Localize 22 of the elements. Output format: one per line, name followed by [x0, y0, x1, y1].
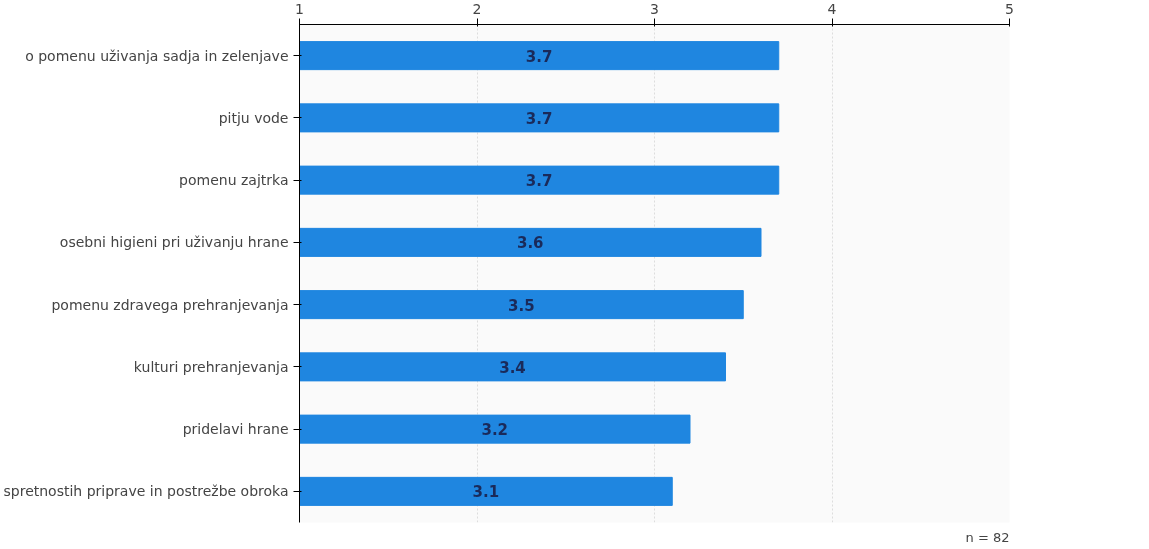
x-tick-label: 3	[650, 0, 659, 17]
data-label: 3.7	[525, 172, 553, 191]
data-label: 3.4	[499, 358, 526, 377]
data-label: 3.7	[525, 47, 553, 66]
y-tick-label: osebni higieni pri uživanju hrane	[59, 234, 289, 251]
y-tick-label: o pomenu uživanja sadja in zelenjave	[25, 47, 289, 64]
y-tick-label: spretnostih priprave in postrežbe obroka	[3, 483, 289, 500]
y-tick-label: pitju vode	[218, 109, 289, 126]
y-tick-label: pomenu zdravega prehranjevanja	[51, 296, 289, 313]
x-tick-label: 2	[472, 0, 482, 17]
data-label: 3.6	[516, 234, 544, 253]
x-tick-label: 5	[1005, 0, 1014, 17]
x-tick-label: 1	[295, 0, 304, 17]
y-tick-label: pridelavi hrane	[182, 421, 289, 438]
text: n = 82	[965, 529, 1010, 545]
x-tick-label: 4	[827, 0, 837, 17]
y-tick-label: kulturi prehranjevanja	[133, 358, 289, 375]
data-label: 3.5	[508, 296, 535, 315]
data-label: 3.7	[525, 109, 553, 128]
data-label: 3.1	[472, 483, 500, 502]
data-label: 3.2	[481, 421, 509, 440]
y-tick-label: pomenu zajtrka	[179, 172, 289, 189]
